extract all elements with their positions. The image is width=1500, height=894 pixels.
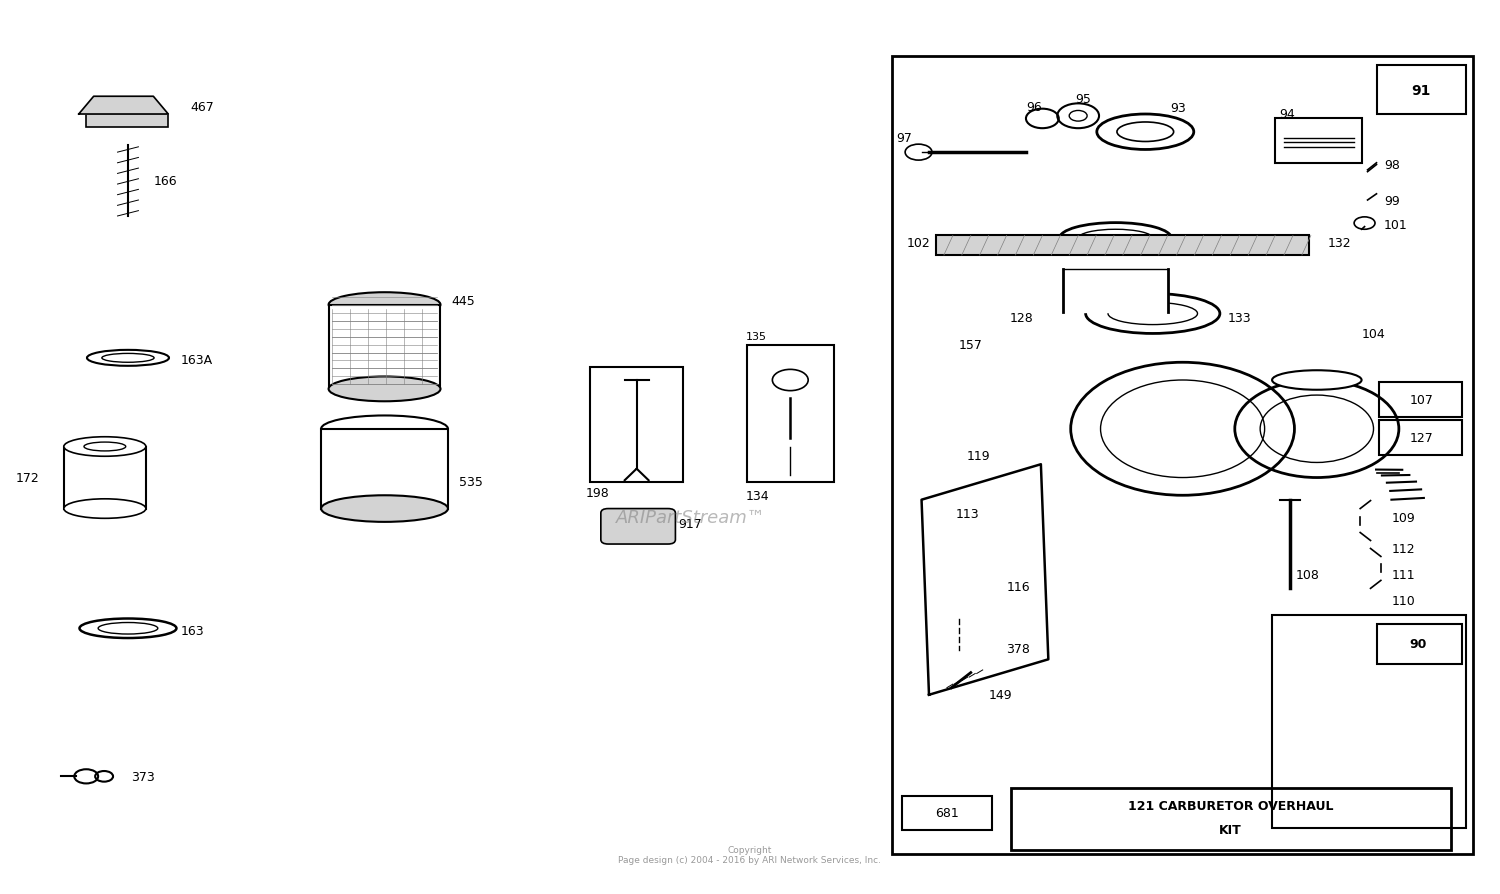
Text: 104: 104 bbox=[1362, 327, 1386, 340]
FancyBboxPatch shape bbox=[602, 509, 675, 544]
Text: 378: 378 bbox=[1007, 643, 1031, 655]
Ellipse shape bbox=[1059, 224, 1172, 255]
Ellipse shape bbox=[1096, 114, 1194, 150]
Ellipse shape bbox=[321, 416, 448, 443]
Bar bbox=[1380, 383, 1461, 417]
Text: ARIPartStream™: ARIPartStream™ bbox=[615, 509, 765, 527]
Bar bbox=[1380, 420, 1461, 456]
Bar bbox=[328, 305, 441, 390]
Polygon shape bbox=[1064, 270, 1167, 312]
Ellipse shape bbox=[321, 495, 448, 522]
Text: 96: 96 bbox=[1026, 100, 1041, 114]
Text: 110: 110 bbox=[1392, 595, 1414, 608]
Text: 102: 102 bbox=[906, 237, 930, 249]
Text: KIT: KIT bbox=[1220, 823, 1242, 836]
Text: 108: 108 bbox=[1296, 568, 1320, 581]
Text: 111: 111 bbox=[1392, 568, 1414, 581]
Text: 116: 116 bbox=[1007, 580, 1031, 594]
Text: 132: 132 bbox=[1328, 237, 1352, 249]
Text: 112: 112 bbox=[1392, 543, 1414, 555]
Text: 166: 166 bbox=[153, 175, 177, 188]
Text: 163: 163 bbox=[180, 624, 204, 637]
Text: 99: 99 bbox=[1384, 194, 1400, 207]
Bar bbox=[1377, 66, 1466, 114]
Bar bbox=[902, 796, 992, 830]
Polygon shape bbox=[921, 465, 1048, 695]
Text: 109: 109 bbox=[1392, 511, 1414, 525]
Bar bbox=[1272, 615, 1466, 828]
Text: 163A: 163A bbox=[180, 354, 213, 367]
Bar bbox=[936, 236, 1310, 256]
Text: 97: 97 bbox=[896, 132, 912, 146]
Ellipse shape bbox=[328, 293, 441, 317]
Bar bbox=[747, 345, 834, 483]
Text: 133: 133 bbox=[1227, 312, 1251, 325]
Bar bbox=[1011, 788, 1450, 850]
Text: 113: 113 bbox=[956, 507, 980, 520]
Text: 373: 373 bbox=[130, 770, 154, 783]
Bar bbox=[64, 447, 146, 509]
Text: 127: 127 bbox=[1410, 432, 1432, 444]
Text: 101: 101 bbox=[1384, 219, 1407, 232]
Ellipse shape bbox=[64, 499, 146, 519]
Bar bbox=[1275, 119, 1362, 164]
Text: 119: 119 bbox=[966, 450, 990, 462]
Text: 93: 93 bbox=[1170, 102, 1186, 115]
Text: 91: 91 bbox=[1412, 84, 1431, 98]
Ellipse shape bbox=[64, 437, 146, 457]
Bar bbox=[86, 114, 168, 128]
Text: 149: 149 bbox=[988, 688, 1012, 702]
Text: 90: 90 bbox=[1410, 637, 1426, 650]
Text: 98: 98 bbox=[1384, 159, 1400, 172]
Bar bbox=[1377, 624, 1461, 664]
Bar bbox=[591, 367, 682, 483]
Text: 128: 128 bbox=[1010, 312, 1034, 325]
Text: 445: 445 bbox=[452, 294, 476, 308]
Text: 95: 95 bbox=[1076, 93, 1090, 106]
Text: 535: 535 bbox=[459, 476, 483, 489]
Ellipse shape bbox=[1086, 294, 1220, 334]
Text: 198: 198 bbox=[586, 486, 609, 500]
Text: 157: 157 bbox=[958, 339, 982, 351]
Text: 121 CARBURETOR OVERHAUL: 121 CARBURETOR OVERHAUL bbox=[1128, 799, 1334, 812]
Text: 681: 681 bbox=[934, 806, 958, 819]
Bar bbox=[321, 429, 448, 509]
Polygon shape bbox=[78, 97, 168, 114]
Text: Copyright
Page design (c) 2004 - 2016 by ARI Network Services, Inc.: Copyright Page design (c) 2004 - 2016 by… bbox=[618, 845, 882, 864]
Bar bbox=[891, 57, 1473, 855]
Text: 172: 172 bbox=[16, 471, 40, 485]
Text: 917: 917 bbox=[678, 518, 702, 530]
Ellipse shape bbox=[328, 377, 441, 401]
Text: 467: 467 bbox=[190, 101, 214, 114]
Text: 107: 107 bbox=[1410, 393, 1432, 407]
Text: 135: 135 bbox=[746, 332, 766, 342]
Text: 94: 94 bbox=[1280, 107, 1296, 121]
Ellipse shape bbox=[1272, 371, 1362, 391]
Text: 134: 134 bbox=[746, 489, 770, 502]
